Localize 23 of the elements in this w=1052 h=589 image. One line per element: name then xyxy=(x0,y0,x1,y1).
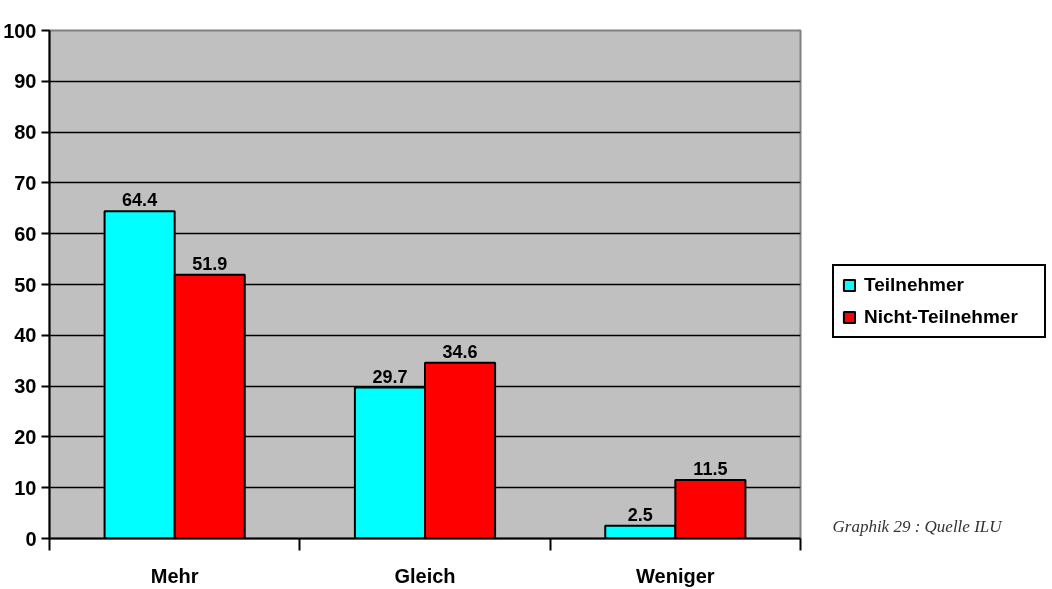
x-tick-label: Mehr xyxy=(150,564,199,587)
x-tick-label: Weniger xyxy=(636,564,715,587)
y-tick-label: 20 xyxy=(14,425,37,448)
data-label: 51.9 xyxy=(192,253,228,274)
data-label: 2.5 xyxy=(627,504,653,525)
text: Graphik 29 : Quelle ILU xyxy=(832,516,1004,536)
y-tick-label: 0 xyxy=(25,527,37,550)
data-label: 64.4 xyxy=(122,190,158,211)
y-tick-label: 90 xyxy=(14,70,37,93)
y-tick-label: 80 xyxy=(14,121,37,144)
y-tick-label: 40 xyxy=(14,324,37,347)
y-tick-label: 50 xyxy=(14,273,37,296)
legend-label: Teilnehmer xyxy=(864,274,965,296)
legend-label: Nicht-Teilnehmer xyxy=(864,306,1019,328)
data-label: 11.5 xyxy=(693,459,728,480)
y-tick-label: 10 xyxy=(14,476,37,499)
y-tick-label: 100 xyxy=(3,19,37,42)
y-tick-label: 60 xyxy=(14,222,37,245)
data-label: 34.6 xyxy=(442,341,478,362)
y-tick-label: 70 xyxy=(14,171,37,194)
data-label: 29.7 xyxy=(372,366,408,387)
y-tick-label: 30 xyxy=(14,375,37,398)
x-tick-label: Gleich xyxy=(394,564,456,587)
